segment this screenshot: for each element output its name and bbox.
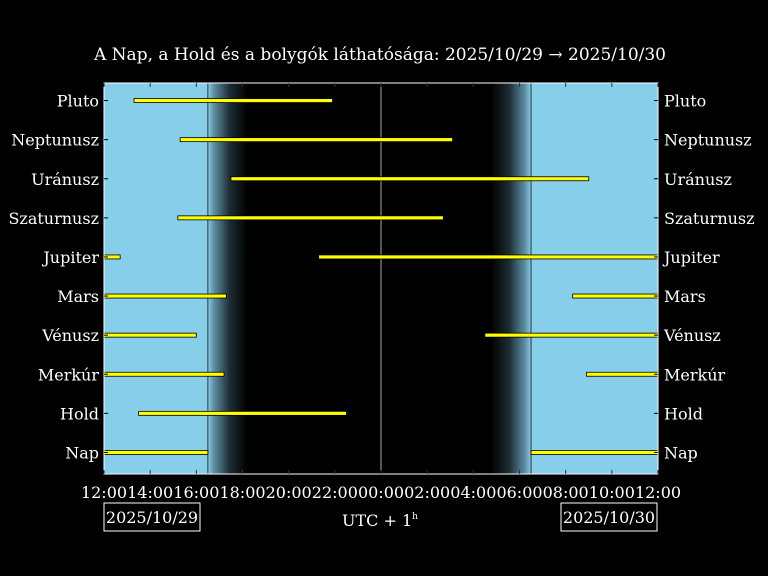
y-label-right: Pluto xyxy=(664,92,706,111)
y-label-left: Neptunusz xyxy=(11,131,99,150)
y-label-right: Hold xyxy=(664,404,703,423)
day-background-right xyxy=(531,83,658,474)
bar-Merkúr xyxy=(103,371,225,377)
dawn-gradient xyxy=(491,83,532,474)
bar-Jupiter xyxy=(318,254,659,260)
y-label-left: Mars xyxy=(57,287,99,306)
x-tick-label: 20:00 xyxy=(266,483,312,502)
y-label-left: Szaturnusz xyxy=(8,209,99,228)
x-tick-label: 14:00 xyxy=(127,483,173,502)
bar-Uránusz xyxy=(230,176,590,182)
x-axis-label-text: UTC + 1 xyxy=(342,511,412,530)
x-tick-label: 00:00 xyxy=(358,483,404,502)
x-tick-label: 22:00 xyxy=(312,483,358,502)
bar-Szaturnusz xyxy=(177,215,444,221)
x-tick-label: 18:00 xyxy=(219,483,265,502)
y-label-right: Merkúr xyxy=(664,365,726,384)
bar-Merkúr xyxy=(586,371,659,377)
date-left-box xyxy=(103,502,201,532)
day-background-left xyxy=(104,83,208,474)
bar-Nap xyxy=(103,450,209,455)
y-label-left: Pluto xyxy=(57,92,99,111)
bar-Mars xyxy=(572,293,659,299)
y-label-right: Neptunusz xyxy=(664,131,752,150)
y-label-right: Nap xyxy=(664,443,698,462)
x-axis-label-superscript: h xyxy=(412,512,418,522)
dusk-gradient xyxy=(207,83,248,474)
bar-Mars xyxy=(103,293,227,299)
y-label-left: Merkúr xyxy=(38,365,100,384)
x-tick-label: 10:00 xyxy=(589,483,635,502)
bar-Hold xyxy=(138,410,347,416)
x-tick-label: 02:00 xyxy=(404,483,450,502)
date-left: 2025/10/29 xyxy=(106,508,198,527)
y-label-right: Mars xyxy=(664,287,706,306)
bar-Neptunusz xyxy=(179,137,453,143)
x-tick-label: 16:00 xyxy=(173,483,219,502)
bar-Pluto xyxy=(133,98,333,103)
x-tick-label: 12:00 xyxy=(635,483,681,502)
y-label-right: Jupiter xyxy=(662,248,720,267)
y-label-left: Jupiter xyxy=(41,248,99,267)
x-tick-label: 06:00 xyxy=(496,483,542,502)
y-labels: Pluto Pluto Neptunusz Neptunusz Uránusz Uránu… xyxy=(8,92,754,463)
date-right-box xyxy=(560,502,658,532)
bar-Vénusz xyxy=(103,332,197,338)
bars-group xyxy=(103,98,659,455)
x-ticks: 12:00 14:00 16:00 18:00 20:00 22:00 00:00 02:00… xyxy=(81,83,681,502)
y-label-left: Hold xyxy=(60,404,99,423)
x-tick-label: 04:00 xyxy=(450,483,496,502)
x-tick-label: 12:00 xyxy=(81,483,127,502)
y-label-right: Szaturnusz xyxy=(664,209,755,228)
y-label-left: Uránusz xyxy=(31,170,99,189)
y-label-left: Vénusz xyxy=(41,326,99,345)
y-label-right: Uránusz xyxy=(664,170,732,189)
bar-Vénusz xyxy=(484,332,659,338)
y-label-right: Vénusz xyxy=(663,326,721,345)
x-tick-label: 08:00 xyxy=(543,483,589,502)
x-axis-label: UTC + 1h xyxy=(342,511,418,530)
bar-Nap xyxy=(530,450,659,455)
chart-title: A Nap, a Hold és a bolygók láthatósága: … xyxy=(93,45,666,65)
date-right: 2025/10/30 xyxy=(563,508,655,527)
y-label-left: Nap xyxy=(65,443,99,462)
plot-area xyxy=(104,83,658,474)
